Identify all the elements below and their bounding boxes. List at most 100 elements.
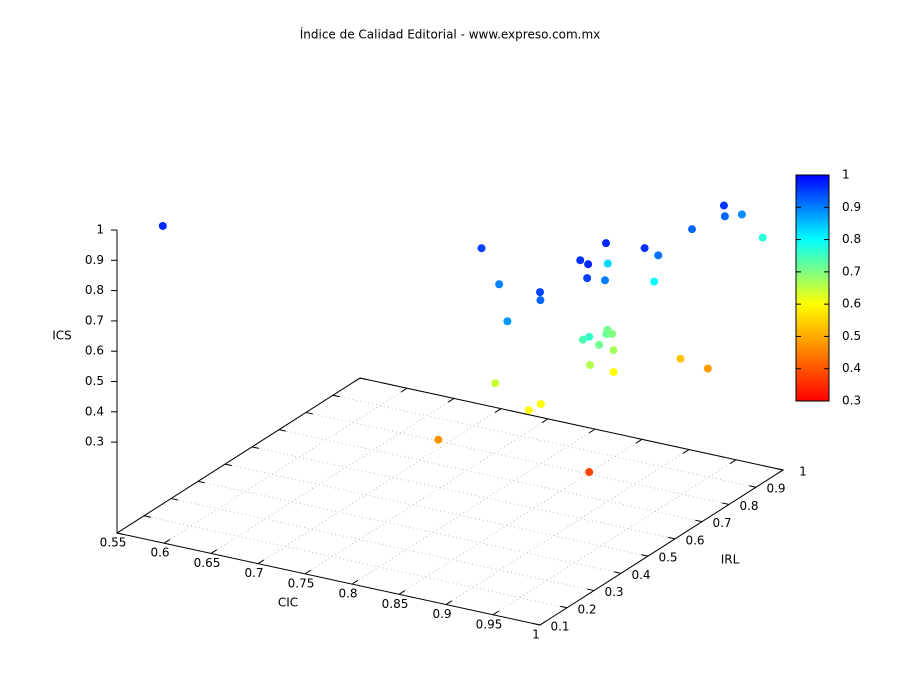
point xyxy=(688,225,696,234)
x-tick xyxy=(400,387,408,393)
colorbar-tick-label: 0.7 xyxy=(842,264,861,278)
y-tick-label: 0.2 xyxy=(577,602,596,616)
grid-line xyxy=(251,446,676,540)
point xyxy=(536,296,545,305)
y-tick xyxy=(197,480,205,484)
point xyxy=(758,233,767,242)
y-tick-label: 0.9 xyxy=(766,482,785,496)
y-tick xyxy=(224,463,232,467)
z-tick-label: 0.4 xyxy=(85,404,104,418)
point xyxy=(583,274,592,283)
y-tick-label: 1 xyxy=(799,465,807,479)
point xyxy=(536,400,545,409)
z-tick-label: 0.9 xyxy=(85,253,104,267)
point xyxy=(737,210,746,219)
colorbar-tick-label: 1 xyxy=(842,168,850,182)
y-tick xyxy=(722,502,730,505)
point xyxy=(720,212,729,221)
x-tick xyxy=(492,610,500,616)
grid-line xyxy=(332,394,757,488)
z-tick-label: 0.6 xyxy=(85,344,104,358)
grid-line xyxy=(197,480,622,574)
z-tick-label: 0.5 xyxy=(85,374,104,388)
y-tick xyxy=(668,536,676,540)
point xyxy=(608,329,617,338)
y-tick-label: 0.1 xyxy=(550,620,569,634)
point xyxy=(609,368,618,377)
x-tick xyxy=(588,428,596,434)
colorbar-tick-label: 0.6 xyxy=(842,297,861,311)
point xyxy=(595,340,604,349)
grid-line xyxy=(398,438,643,595)
x-tick xyxy=(257,559,265,565)
point xyxy=(477,244,486,253)
z-tick-label: 0.8 xyxy=(85,283,104,297)
x-tick xyxy=(635,438,643,444)
point xyxy=(576,256,585,265)
y-tick-label: 0.8 xyxy=(739,499,758,513)
y-tick xyxy=(143,515,151,518)
grid-line xyxy=(492,459,737,616)
x-tick-label: 0.55 xyxy=(100,536,127,550)
z-axis-label: ICS xyxy=(52,329,72,343)
y-axis-label: IRL xyxy=(721,553,740,567)
y-tick xyxy=(695,519,703,523)
point xyxy=(491,379,500,388)
base-border xyxy=(115,377,785,626)
grid-line xyxy=(170,498,595,592)
grid-line xyxy=(445,449,690,605)
x-tick xyxy=(210,549,218,554)
point xyxy=(703,364,712,373)
x-tick xyxy=(682,449,690,454)
grid-line xyxy=(351,428,596,585)
y-tick xyxy=(278,429,286,432)
x-tick-label: 0.75 xyxy=(288,576,315,590)
point xyxy=(676,354,685,363)
colorbar xyxy=(795,174,830,402)
x-tick-label: 0.6 xyxy=(150,546,169,560)
x-tick xyxy=(494,408,502,413)
y-tick xyxy=(251,446,259,449)
y-tick-label: 0.7 xyxy=(712,516,731,530)
point xyxy=(650,277,659,286)
grid-line xyxy=(224,463,649,557)
grid-line xyxy=(143,515,568,609)
point xyxy=(524,406,533,415)
point xyxy=(434,435,443,444)
y-tick xyxy=(614,571,622,574)
colorbar-tick-label: 0.3 xyxy=(842,394,861,408)
grid-line xyxy=(304,418,549,575)
colorbar-tick-label: 0.9 xyxy=(842,200,861,214)
x-tick xyxy=(541,418,549,424)
grid-line xyxy=(257,408,502,565)
y-tick xyxy=(560,605,568,609)
point xyxy=(584,260,593,269)
colorbar-tick-label: 0.8 xyxy=(842,232,861,246)
point xyxy=(640,244,649,253)
x-tick-label: 0.85 xyxy=(382,597,409,611)
y-tick xyxy=(749,485,757,488)
y-tick-label: 0.5 xyxy=(658,551,677,565)
x-tick xyxy=(351,579,359,585)
colorbar-tick-label: 0.5 xyxy=(842,329,861,343)
y-tick xyxy=(332,394,340,398)
y-tick xyxy=(587,588,595,592)
x-tick-label: 1 xyxy=(532,628,540,642)
x-tick xyxy=(447,398,455,403)
y-tick-label: 0.6 xyxy=(685,533,704,547)
point xyxy=(603,259,612,268)
x-tick xyxy=(163,539,171,544)
z-tick-label: 1 xyxy=(96,223,104,237)
chart-title: Índice de Calidad Editorial - www.expres… xyxy=(300,27,601,42)
grid-line xyxy=(163,387,408,544)
point xyxy=(585,468,594,477)
y-tick xyxy=(305,411,313,415)
x-tick-label: 0.65 xyxy=(194,556,221,570)
grid-line xyxy=(305,411,730,505)
z-tick-label: 0.3 xyxy=(85,435,104,449)
y-tick xyxy=(641,554,649,557)
point xyxy=(600,276,609,285)
point xyxy=(503,317,512,326)
x-tick xyxy=(729,459,737,464)
